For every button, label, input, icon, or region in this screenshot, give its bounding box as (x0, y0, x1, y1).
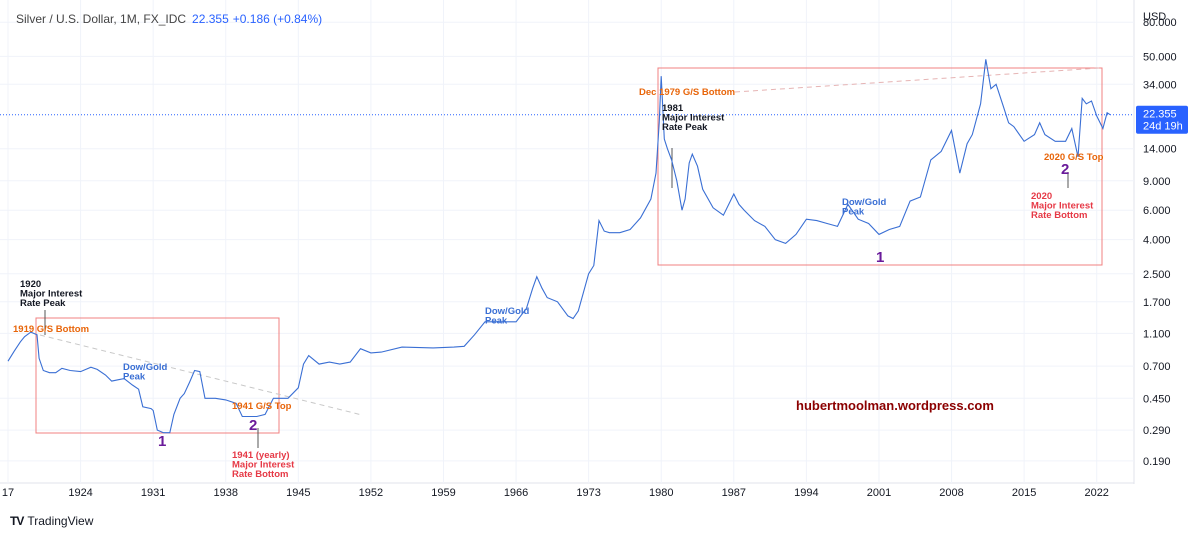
note-1920-interest-peak: 1920 Major Interest Rate Peak (20, 279, 83, 309)
y-tick-label: 80.000 (1143, 17, 1177, 29)
note-dow-gold-peak-2: Dow/Gold Peak (485, 306, 530, 327)
x-tick-label: 1945 (286, 487, 310, 499)
x-tick-label: 1931 (141, 487, 165, 499)
note-dow-gold-peak-1: Dow/Gold Peak (123, 362, 168, 383)
y-tick-label: 2.500 (1143, 269, 1171, 281)
x-tick-label: 1938 (213, 487, 237, 499)
y-tick-label: 1.700 (1143, 297, 1171, 309)
price-line (7, 59, 1111, 434)
y-tick-label: 50.000 (1143, 51, 1177, 63)
y-tick-label: 0.190 (1143, 456, 1171, 468)
box-1919-1941 (35, 317, 280, 434)
chart-header: Silver / U.S. Dollar, 1M, FX_IDC 22.355 +0… (16, 12, 322, 26)
tradingview-logo-icon: TV (10, 514, 24, 528)
note-2020-gs-top: 2020 G/S Top (1044, 152, 1104, 163)
y-tick-label: 0.450 (1143, 393, 1171, 405)
header-change: +0.186 (+0.84%) (232, 12, 323, 26)
x-tick-label: 1924 (68, 487, 92, 499)
y-tick-label: 1.100 (1143, 328, 1171, 340)
x-tick-label: 2015 (1012, 487, 1036, 499)
annotation-boxes (35, 67, 1103, 434)
note-1941-gs-top: 1941 G/S Top (232, 401, 292, 412)
annotations: 1920 Major Interest Rate Peak 1919 G/S Bott… (13, 87, 1104, 480)
note-dow-gold-peak-3: Dow/Gold Peak (842, 197, 887, 218)
x-tick-label: 2022 (1084, 487, 1108, 499)
note-1981-interest-peak: 1981 Major Interest Rate Peak (662, 103, 725, 133)
note-2020-interest-bottom: 2020 Major Interest Rate Bottom (1031, 191, 1094, 221)
last-price-box (1136, 105, 1188, 134)
last-price-label: 22.355 (1143, 109, 1177, 121)
y-tick-label: 14.000 (1143, 144, 1177, 156)
wave-number-2-early: 2 (249, 417, 257, 434)
trend-line-1980s (734, 67, 1101, 93)
symbol-title: Silver / U.S. Dollar, 1M, FX_IDC (16, 12, 187, 26)
note-1941-interest-bottom: 1941 (yearly) Major Interest Rate Bottom (232, 450, 295, 480)
y-axis-currency: USD (1143, 11, 1166, 23)
wave-number-1-early: 1 (158, 433, 166, 450)
countdown-label: 24d 19h (1143, 121, 1183, 133)
y-tick-label: 0.290 (1143, 425, 1171, 437)
note-1919-gs-bottom: 1919 G/S Bottom (13, 324, 89, 335)
x-tick-label: 2001 (867, 487, 891, 499)
x-tick-label: 1952 (359, 487, 383, 499)
y-tick-label: 4.000 (1143, 235, 1171, 247)
x-tick-label: 1994 (794, 487, 818, 499)
y-tick-label: 0.700 (1143, 361, 1171, 373)
note-1979-gs-bottom: Dec 1979 G/S Bottom (639, 87, 735, 98)
header-price: 22.355 (192, 12, 229, 26)
x-tick-label: 1980 (649, 487, 673, 499)
watermark-text: hubertmoolman.wordpress.com (796, 398, 994, 413)
x-tick-label: 1973 (576, 487, 600, 499)
x-tick-label: 17 (2, 487, 14, 499)
footer-brand[interactable]: TV TradingView (10, 514, 93, 528)
x-tick-label: 2008 (939, 487, 963, 499)
y-tick-label: 34.000 (1143, 79, 1177, 91)
wave-number-1-late: 1 (876, 249, 884, 266)
x-tick-label: 1959 (431, 487, 455, 499)
box-1979-2020 (657, 67, 1103, 266)
y-tick-label: 6.000 (1143, 205, 1171, 217)
y-tick-label: 9.000 (1143, 176, 1171, 188)
x-tick-label: 1987 (722, 487, 746, 499)
x-axis: 17 1924 1931 1938 1945 1952 1959 1966 1973 1980 19… (2, 487, 1109, 499)
trend-lines (39, 67, 1101, 448)
x-tick-label: 1966 (504, 487, 528, 499)
tradingview-label: TradingView (27, 514, 94, 528)
wave-number-2-late: 2 (1061, 161, 1069, 178)
